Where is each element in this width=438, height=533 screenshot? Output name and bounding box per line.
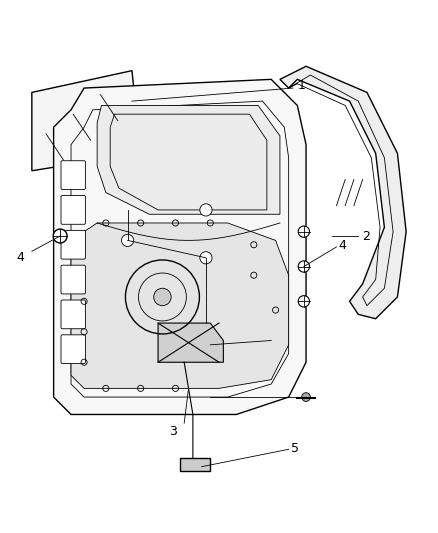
Circle shape bbox=[154, 288, 171, 305]
Circle shape bbox=[200, 204, 212, 216]
FancyBboxPatch shape bbox=[61, 265, 85, 294]
Circle shape bbox=[298, 226, 310, 237]
Polygon shape bbox=[158, 323, 223, 362]
FancyBboxPatch shape bbox=[61, 196, 85, 224]
Circle shape bbox=[121, 235, 134, 246]
Polygon shape bbox=[280, 66, 406, 319]
Circle shape bbox=[200, 252, 212, 264]
Circle shape bbox=[298, 296, 310, 307]
Text: 1: 1 bbox=[297, 79, 305, 92]
FancyBboxPatch shape bbox=[61, 300, 85, 329]
Circle shape bbox=[53, 229, 67, 243]
FancyBboxPatch shape bbox=[61, 335, 85, 364]
Circle shape bbox=[302, 393, 311, 401]
Polygon shape bbox=[180, 458, 210, 471]
Circle shape bbox=[298, 261, 310, 272]
Polygon shape bbox=[53, 79, 306, 415]
Text: 3: 3 bbox=[169, 425, 177, 438]
Text: 4: 4 bbox=[339, 239, 346, 252]
Text: 2: 2 bbox=[363, 230, 371, 243]
Text: 4: 4 bbox=[17, 251, 25, 264]
FancyBboxPatch shape bbox=[61, 230, 85, 259]
FancyBboxPatch shape bbox=[61, 161, 85, 189]
Polygon shape bbox=[97, 106, 280, 214]
Text: 5: 5 bbox=[291, 442, 299, 455]
Polygon shape bbox=[32, 71, 141, 171]
FancyBboxPatch shape bbox=[70, 163, 98, 173]
Polygon shape bbox=[71, 223, 289, 389]
